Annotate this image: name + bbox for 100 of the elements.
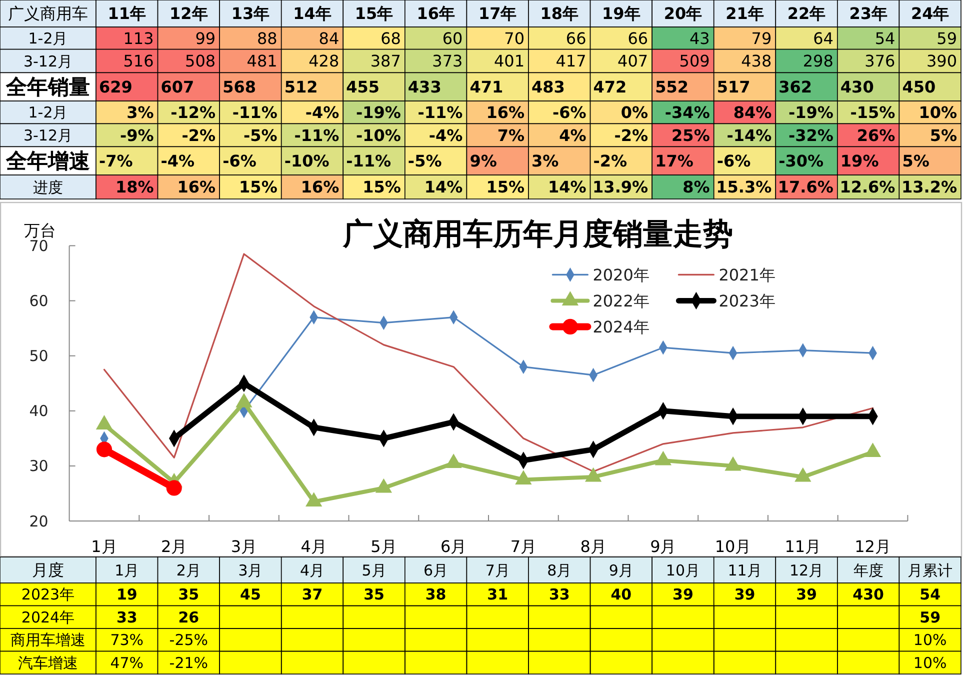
data-label: 7% bbox=[497, 126, 524, 145]
data-label: 376 bbox=[864, 52, 896, 71]
data-label: -19% bbox=[788, 102, 834, 122]
data-label: 59 bbox=[920, 608, 941, 626]
x-tick-label: 13年 bbox=[231, 4, 270, 24]
data-label: 15.3% bbox=[716, 178, 772, 197]
data-label: 33 bbox=[116, 608, 138, 626]
data-label: 3% bbox=[126, 102, 154, 122]
x-tick-label: 11年 bbox=[108, 4, 146, 24]
data-label: 455 bbox=[346, 77, 380, 96]
y-tick-label: 进度 bbox=[33, 178, 63, 196]
data-label: 79 bbox=[751, 28, 772, 48]
data-label: -9% bbox=[120, 126, 154, 145]
data-label: 84 bbox=[318, 28, 340, 48]
x-tick-label: 9月 bbox=[608, 561, 634, 580]
data-label: 15% bbox=[239, 178, 278, 197]
data-label: -10% bbox=[284, 151, 330, 170]
data-label: 483 bbox=[532, 77, 565, 96]
data-label: 607 bbox=[160, 77, 194, 96]
data-label: 10% bbox=[913, 631, 947, 650]
data-label: 40 bbox=[610, 586, 632, 604]
data-label: 88 bbox=[257, 28, 278, 48]
x-tick-label: 8月 bbox=[547, 561, 572, 580]
data-label: -15% bbox=[850, 102, 896, 122]
data-label: 481 bbox=[246, 52, 278, 71]
data-label: 568 bbox=[222, 77, 256, 96]
data-label: 407 bbox=[618, 52, 648, 71]
y-tick-label: 商用车增速 bbox=[10, 631, 86, 650]
x-tick-label: 12月 bbox=[854, 537, 891, 556]
data-label: 5% bbox=[902, 151, 930, 170]
data-label: 99 bbox=[195, 28, 216, 48]
legend-label: 2020年 bbox=[592, 265, 650, 284]
y-tick-label: 40 bbox=[29, 402, 48, 420]
x-tick-label: 12月 bbox=[789, 561, 824, 580]
data-label: 39 bbox=[734, 586, 756, 604]
x-tick-label: 11月 bbox=[784, 537, 822, 556]
data-label: -11% bbox=[418, 102, 463, 122]
data-label: 401 bbox=[494, 52, 524, 71]
data-label: 19% bbox=[840, 151, 879, 170]
x-tick-label: 3月 bbox=[238, 561, 263, 580]
data-label: -5% bbox=[408, 151, 442, 170]
point bbox=[584, 467, 602, 482]
x-tick-label: 7月 bbox=[510, 537, 537, 556]
data-label: -2% bbox=[614, 126, 648, 145]
data-label: 59 bbox=[936, 28, 957, 48]
x-tick-label: 6月 bbox=[424, 561, 448, 580]
data-label: 5% bbox=[930, 126, 957, 145]
x-tick-label: 5月 bbox=[362, 561, 386, 580]
data-label: 430 bbox=[840, 77, 874, 96]
x-tick-label: 12年 bbox=[170, 4, 208, 24]
point bbox=[375, 478, 392, 493]
point bbox=[96, 442, 112, 458]
data-label: 10% bbox=[918, 102, 957, 122]
x-tick-label: 3月 bbox=[230, 537, 258, 556]
x-tick-label: 7月 bbox=[485, 561, 510, 580]
x-tick-label: 10月 bbox=[714, 537, 752, 556]
x-tick-label: 15年 bbox=[354, 4, 394, 24]
data-label: -34% bbox=[664, 102, 710, 122]
data-label: 373 bbox=[432, 52, 463, 71]
y-tick-label: 20 bbox=[29, 512, 48, 530]
point bbox=[515, 470, 532, 485]
data-label: 15% bbox=[362, 178, 401, 197]
data-label: 10% bbox=[913, 654, 947, 672]
data-label: -4% bbox=[160, 151, 195, 170]
data-label: 8% bbox=[682, 178, 710, 197]
data-label: -10% bbox=[356, 126, 401, 145]
point bbox=[864, 442, 882, 457]
point bbox=[306, 492, 322, 507]
point bbox=[654, 450, 672, 466]
chart-title: 广义商用车 bbox=[8, 4, 88, 24]
y-tick-label: 3-12月 bbox=[23, 52, 73, 70]
x-tick-label: 9月 bbox=[650, 537, 676, 556]
data-label: 54 bbox=[920, 586, 941, 604]
data-label: -21% bbox=[169, 654, 208, 672]
data-label: 390 bbox=[926, 52, 957, 71]
data-label: -7% bbox=[99, 151, 133, 170]
point bbox=[724, 456, 742, 471]
data-label: 13.9% bbox=[592, 178, 648, 197]
x-tick-label: 22年 bbox=[787, 4, 826, 24]
x-tick-label: 21年 bbox=[726, 4, 764, 24]
data-label: -2% bbox=[182, 126, 216, 145]
x-tick-label: 24年 bbox=[910, 4, 950, 24]
x-tick-label: 17年 bbox=[478, 4, 517, 24]
data-label: 517 bbox=[716, 77, 750, 96]
data-label: -6% bbox=[222, 151, 256, 170]
data-label: 4% bbox=[559, 126, 586, 145]
data-label: 362 bbox=[778, 77, 812, 96]
data-label: 45 bbox=[240, 586, 261, 604]
x-tick-label: 2月 bbox=[161, 537, 188, 556]
data-label: 16% bbox=[177, 178, 216, 197]
data-label: 3% bbox=[532, 151, 559, 170]
x-tick-label: 4月 bbox=[300, 537, 327, 556]
data-label: 33 bbox=[548, 586, 570, 604]
data-label: 54 bbox=[874, 28, 896, 48]
y-tick-label: 60 bbox=[29, 292, 48, 310]
data-label: -32% bbox=[788, 126, 834, 145]
legend-label: 2021年 bbox=[718, 265, 776, 284]
data-label: 26 bbox=[178, 608, 200, 626]
x-tick-label: 23年 bbox=[849, 4, 888, 24]
data-label: 73% bbox=[110, 631, 144, 650]
